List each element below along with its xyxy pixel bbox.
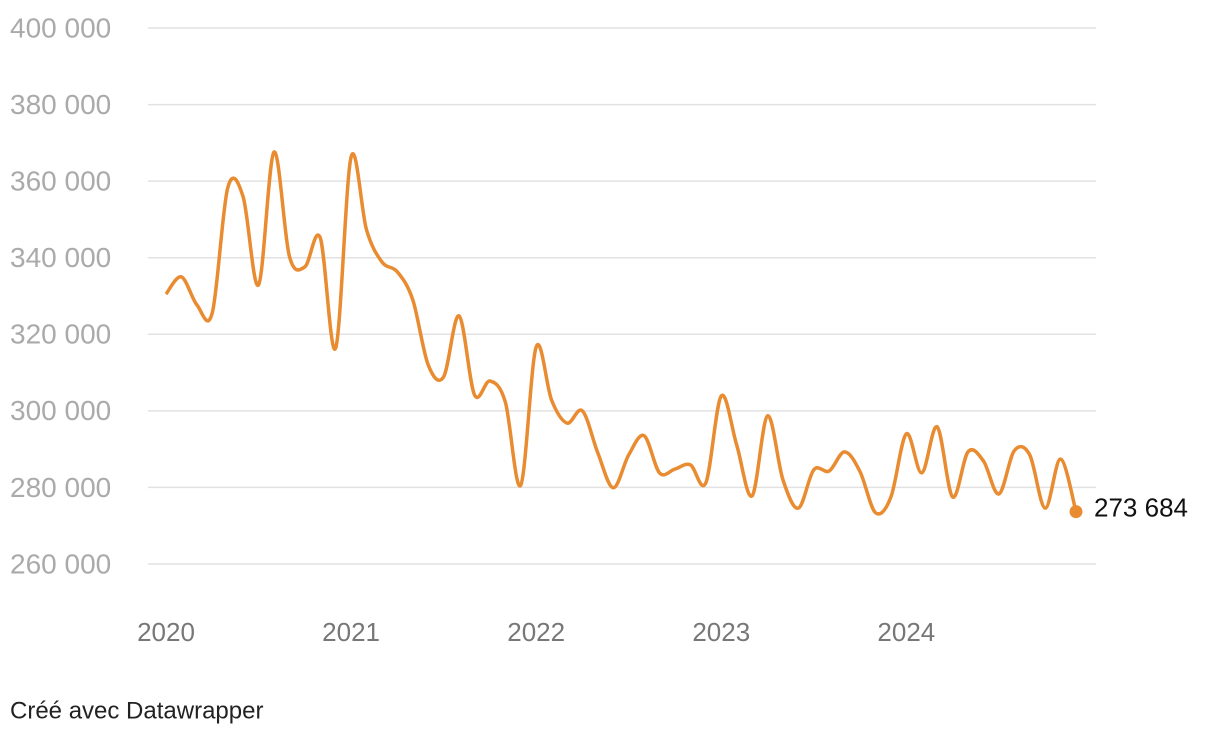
y-tick-label: 380 000 bbox=[10, 89, 111, 120]
line bbox=[164, 150, 1078, 516]
y-tick-label: 280 000 bbox=[10, 472, 111, 503]
x-tick-label: 2021 bbox=[322, 617, 380, 647]
value-label: 273 684 bbox=[1094, 492, 1188, 522]
end-dot bbox=[1069, 505, 1083, 519]
x-tick-label: 2023 bbox=[692, 617, 750, 647]
y-tick-label: 360 000 bbox=[10, 166, 111, 197]
y-tick-label: 300 000 bbox=[10, 395, 111, 426]
y-tick-label: 340 000 bbox=[10, 242, 111, 273]
x-tick-label: 2024 bbox=[877, 617, 935, 647]
x-tick-label: 2020 bbox=[137, 617, 195, 647]
y-tick-label: 260 000 bbox=[10, 548, 111, 579]
x-tick-label: 2022 bbox=[507, 617, 565, 647]
footer: Créé avec Datawrapper bbox=[10, 697, 263, 724]
y-tick-label: 400 000 bbox=[10, 12, 111, 43]
y-tick-label: 320 000 bbox=[10, 319, 111, 350]
